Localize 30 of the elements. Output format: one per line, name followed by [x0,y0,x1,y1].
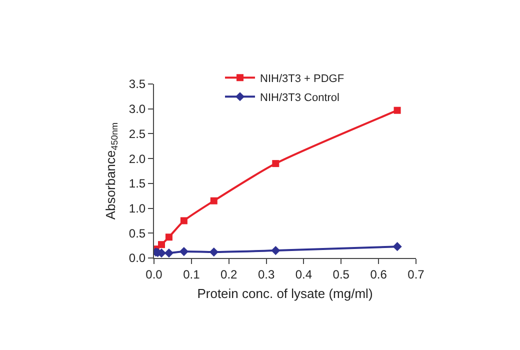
x-tick-label: 0.2 [220,267,238,282]
point [209,247,218,257]
x-tick-label: 0.3 [258,267,275,282]
point [210,197,218,204]
x-tick-label: 0.7 [408,267,425,282]
point [165,234,172,241]
x-axis-title: Protein conc. of lysate (mg/ml) [197,286,373,301]
point [392,242,402,252]
x-tick-label: 0.4 [295,267,312,282]
legend-label: NIH/3T3 + PDGF [260,72,344,85]
x-tick-label: 0.5 [332,267,350,282]
point [271,246,280,256]
point [158,241,165,248]
y-tick-label: 2.5 [128,126,146,141]
y-tick-label: 0.0 [128,251,146,266]
point [180,217,188,224]
point [164,248,174,258]
x-tick-label: 0.0 [146,267,163,282]
legend-label: NIH/3T3 Control [260,92,340,104]
y-tick-label: 1.5 [128,176,146,191]
x-tick-label: 0.1 [183,267,200,282]
y-tick-label: 1.0 [128,201,146,216]
point [272,160,280,168]
y-tick-label: 3.5 [128,77,146,92]
x-tick-label: 0.6 [370,267,388,282]
y-tick-label: 2.0 [128,152,146,166]
point [394,106,401,114]
point [179,246,188,256]
y-tick-label: 0.5 [128,226,146,240]
y-tick-label: 3.0 [128,102,146,116]
